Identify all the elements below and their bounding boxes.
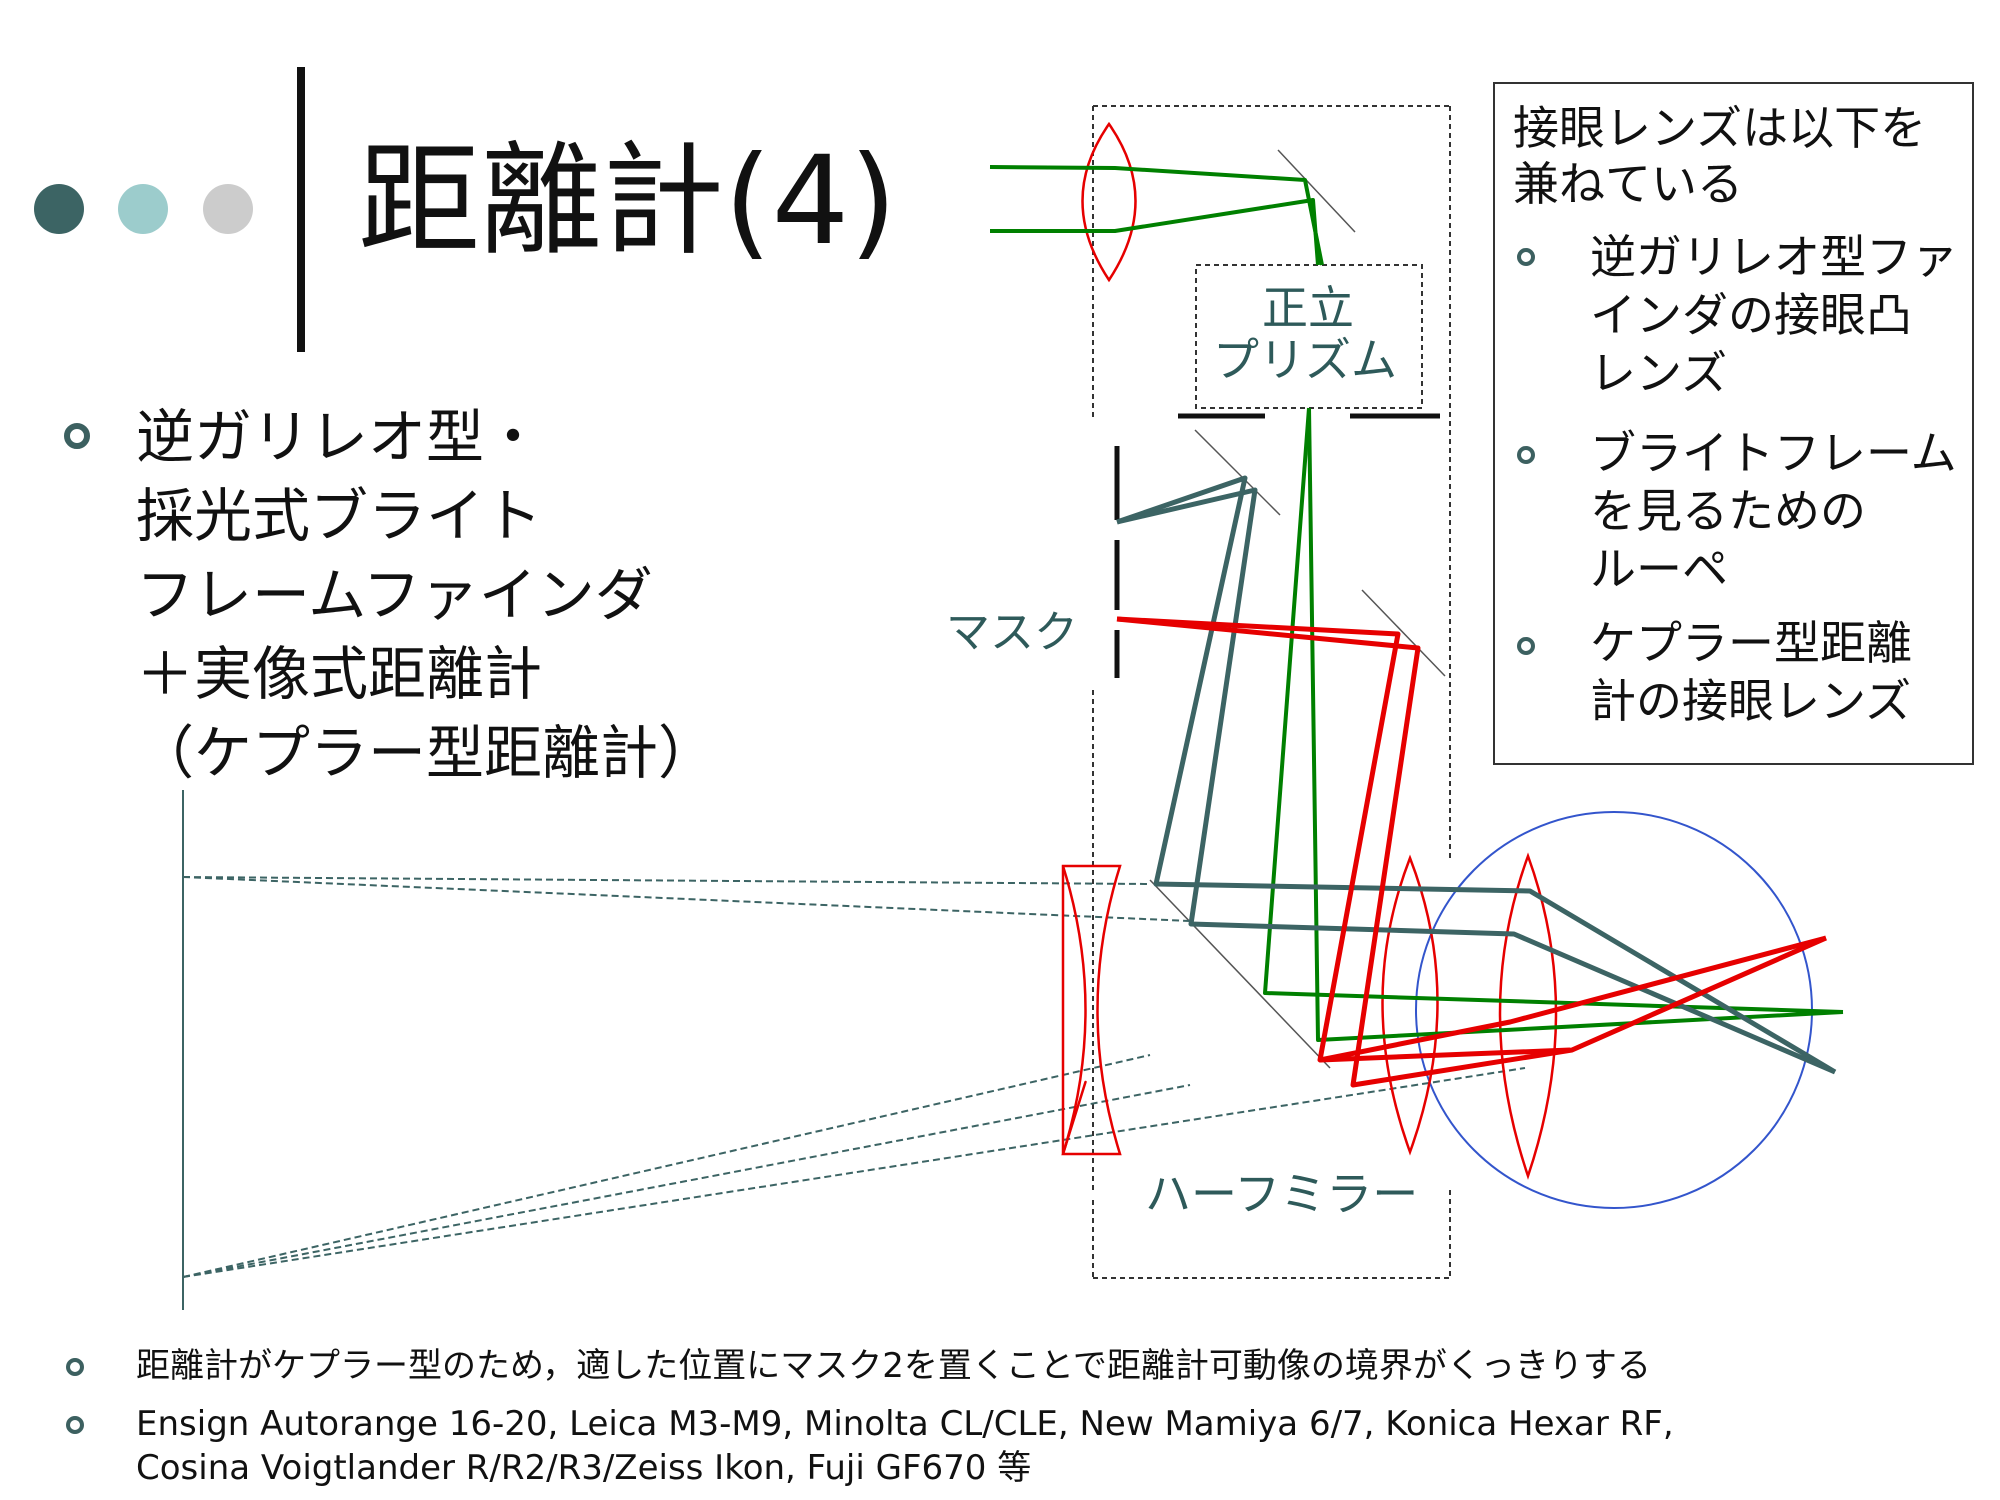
eyepiece-info-box bbox=[1493, 82, 1974, 765]
info-item-1-line-3: レンズ bbox=[1590, 346, 1728, 400]
teal-rays bbox=[1116, 475, 1837, 1075]
info-item-3-line-1: ケプラー型距離 bbox=[1590, 616, 1912, 670]
footer-note-2-line-2: Cosina Voigtlander R/R2/R3/Zeiss Ikon, F… bbox=[136, 1448, 1032, 1488]
info-item-1-line-1: 逆ガリレオ型ファ bbox=[1590, 230, 1958, 284]
info-item-3: ケプラー型距離 計の接眼レンズ bbox=[1590, 614, 1912, 730]
decor-dot-light bbox=[118, 184, 168, 234]
green-rays bbox=[989, 165, 1844, 1042]
red-rays bbox=[1116, 616, 1828, 1088]
footer-note-2-line-1: Ensign Autorange 16-20, Leica M3-M9, Min… bbox=[136, 1404, 1674, 1444]
info-box-heading: 接眼レンズは以下を 兼ねている bbox=[1513, 100, 1926, 212]
main-line-3: フレームファインダ bbox=[136, 561, 653, 629]
title-divider bbox=[297, 67, 305, 352]
footer-note-1: 距離計がケプラー型のため，適した位置にマスク2を置くことで距離計可動像の境界がく… bbox=[136, 1346, 1651, 1386]
mirrors bbox=[1149, 149, 1446, 1069]
info-item-3-line-2: 計の接眼レンズ bbox=[1590, 674, 1912, 728]
main-line-4: ＋実像式距離計 bbox=[136, 640, 543, 708]
info-item-1-line-2: インダの接眼凸 bbox=[1590, 288, 1912, 342]
info-heading-line-1: 接眼レンズは以下を bbox=[1513, 101, 1927, 155]
info-item-2: ブライトフレーム を見るための ルーペ bbox=[1590, 424, 1957, 598]
info-item-2-line-1: ブライトフレーム bbox=[1590, 426, 1957, 480]
dashed-projections bbox=[182, 876, 1526, 1278]
half-mirror-label: ハーフミラー bbox=[1145, 1167, 1419, 1221]
info-item-1: 逆ガリレオ型ファ インダの接眼凸 レンズ bbox=[1590, 228, 1958, 402]
main-bullet-text: 逆ガリレオ型・ 採光式ブライト フレームファインダ ＋実像式距離計 （ケプラー型… bbox=[136, 398, 716, 793]
lenses bbox=[1061, 121, 1558, 1180]
decor-dot-grey bbox=[203, 184, 253, 234]
footer-bullet-icon bbox=[66, 1358, 84, 1376]
prism-label: 正立 bbox=[1258, 282, 1358, 334]
objective-lens bbox=[1081, 121, 1137, 283]
footer-note-2: Ensign Autorange 16-20, Leica M3-M9, Min… bbox=[136, 1402, 1674, 1490]
eyepiece-lens-2 bbox=[1498, 852, 1558, 1180]
info-item-2-line-2: を見るための bbox=[1590, 484, 1866, 538]
footer-bullet-icon bbox=[66, 1416, 84, 1434]
housing-outline bbox=[1092, 105, 1451, 1279]
info-item-2-line-3: ルーペ bbox=[1590, 542, 1728, 596]
prism-label-line-1: 正立 bbox=[1262, 281, 1354, 335]
info-heading-line-2: 兼ねている bbox=[1513, 157, 1743, 211]
info-bullet-icon bbox=[1517, 248, 1535, 266]
decor-dot-dark bbox=[34, 184, 84, 234]
eyepiece-lens-1 bbox=[1381, 854, 1439, 1156]
slide-title: 距離計(4) bbox=[358, 130, 897, 272]
main-bullet-icon bbox=[64, 423, 90, 449]
main-line-1: 逆ガリレオ型・ bbox=[136, 403, 543, 471]
info-bullet-icon bbox=[1517, 637, 1535, 655]
prism-label-2: プリズム bbox=[1213, 333, 1397, 387]
main-line-5: （ケプラー型距離計） bbox=[136, 719, 717, 787]
mask-bars bbox=[1114, 413, 1440, 678]
info-bullet-icon bbox=[1517, 446, 1535, 464]
main-line-2: 採光式ブライト bbox=[136, 482, 543, 550]
concave-lens bbox=[1061, 864, 1122, 1156]
mask-label: マスク bbox=[946, 607, 1078, 658]
